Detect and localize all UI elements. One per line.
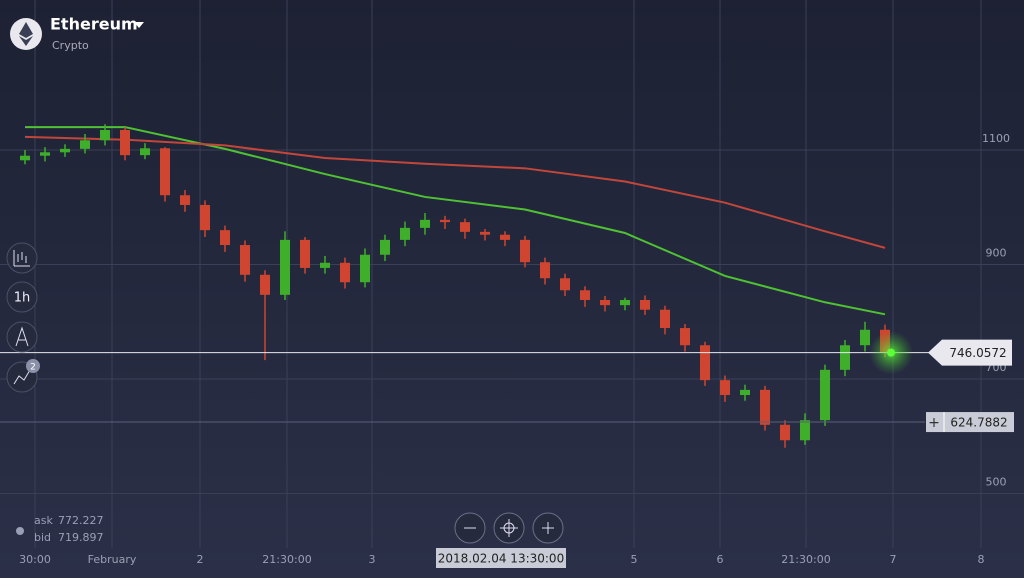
- ask-label: ask: [34, 514, 53, 527]
- info-icon: [16, 527, 24, 535]
- candle-body: [480, 231, 490, 235]
- candle-body: [160, 148, 170, 196]
- x-tick-label: 3: [369, 553, 376, 566]
- crosshair-tag: [436, 548, 566, 568]
- dropdown-arrow[interactable]: [134, 22, 144, 28]
- candle-body: [820, 369, 830, 421]
- candle-body: [120, 129, 130, 156]
- candle-body: [380, 239, 390, 255]
- candle-body: [320, 262, 330, 268]
- candle-body: [280, 239, 290, 295]
- eth-logo: [19, 22, 33, 46]
- bid-value: 719.897: [58, 531, 104, 544]
- candle-body: [520, 239, 530, 263]
- x-tick-label: 6: [717, 553, 724, 566]
- candle-body: [780, 424, 790, 441]
- y-tick-label: 500: [986, 475, 1007, 488]
- moving-average: [25, 126, 886, 316]
- badge: [26, 359, 40, 373]
- candle-icon: [13, 250, 30, 267]
- indicator-icon: [13, 369, 31, 385]
- candle-body: [260, 274, 270, 295]
- target-icon: [503, 522, 515, 534]
- asset-subtitle: Crypto: [52, 39, 89, 52]
- candle-body: [600, 299, 610, 306]
- marker-tag: [926, 412, 1014, 433]
- candle-body: [240, 245, 250, 275]
- candle-body: [300, 239, 310, 268]
- candle-body: [60, 148, 70, 153]
- candle-body: [740, 389, 750, 396]
- draw-icon: [15, 326, 29, 347]
- x-tick-label: 5: [631, 553, 638, 566]
- x-tick-label: 8: [978, 553, 985, 566]
- candle-body: [180, 195, 190, 205]
- marker-price: 624.7882: [950, 416, 1007, 430]
- candle-body: [700, 345, 710, 381]
- candle-body: [40, 152, 50, 156]
- candle-body: [680, 328, 690, 346]
- candle-body: [840, 345, 850, 370]
- candle-body: [400, 227, 410, 240]
- plot: [20, 124, 890, 448]
- candle-body: [200, 204, 210, 231]
- drawing-button[interactable]: [6, 321, 38, 353]
- candle-body: [640, 299, 650, 310]
- x-tick-label: 30:00: [19, 553, 51, 566]
- candle-body: [360, 254, 370, 283]
- candle-body: [660, 309, 670, 329]
- candle-body: [580, 290, 590, 300]
- crosshair-time: 2018.02.04 13:30:00: [438, 552, 564, 566]
- candle-body: [460, 222, 470, 232]
- x-tick-label: 7: [890, 553, 897, 566]
- candle-body: [340, 262, 350, 283]
- timeframe-button[interactable]: [6, 281, 38, 313]
- candle-body: [760, 389, 770, 425]
- candle-body: [800, 420, 810, 441]
- x-tick-label: February: [88, 553, 137, 566]
- bid-label: bid: [34, 531, 51, 544]
- overlay: +624.7882 746.0572: [0, 330, 1014, 433]
- candle-body: [140, 148, 150, 156]
- price-dot: [887, 348, 895, 357]
- x-tick-label: 2: [197, 553, 204, 566]
- candle-body: [540, 262, 550, 279]
- asset-title[interactable]: Ethereum: [50, 15, 138, 34]
- candle-body: [620, 299, 630, 306]
- candle-body: [720, 380, 730, 396]
- candle-body: [420, 219, 430, 228]
- candle-body: [100, 129, 110, 141]
- zoom-icons: [464, 519, 554, 537]
- y-tick-label: 1100: [982, 132, 1010, 145]
- y-tick-label: 900: [986, 246, 1007, 259]
- candle-body: [440, 219, 450, 223]
- candle-body: [860, 329, 870, 346]
- current-price: 746.0572: [949, 346, 1006, 360]
- x-tick-label: 21:30:00: [781, 553, 830, 566]
- price-tag: [928, 339, 1012, 366]
- x-tick-label: 21:30:00: [262, 553, 311, 566]
- badge-count: 2: [30, 363, 36, 373]
- marker-plus: +: [928, 415, 940, 431]
- candle-body: [560, 278, 570, 291]
- candle-body: [80, 140, 90, 149]
- timeframe-label: 1h: [14, 291, 31, 306]
- ask-value: 772.227: [58, 514, 104, 527]
- candle-body: [500, 234, 510, 240]
- candle-body: [220, 230, 230, 246]
- moving-average: [24, 135, 886, 249]
- candle-body: [20, 155, 30, 161]
